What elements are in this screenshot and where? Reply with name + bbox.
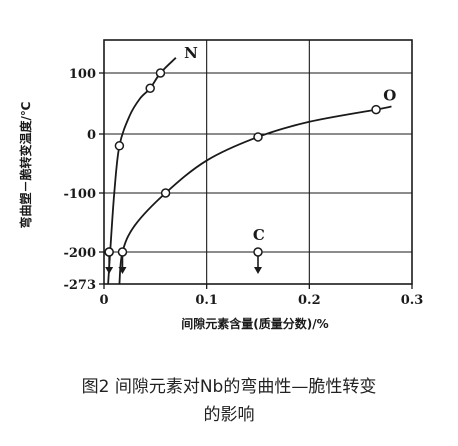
- arrow-head: [105, 267, 114, 274]
- series-labels: N O C: [184, 44, 396, 244]
- series-line-N: [107, 57, 177, 285]
- data-point-N: [114, 141, 125, 151]
- y-tick-label: 0: [87, 128, 96, 143]
- series-line-O: [118, 105, 392, 285]
- x-tick-label: 0.1: [195, 293, 218, 308]
- data-point-O: [117, 247, 128, 257]
- figure-caption-line1: 图2 间隙元素对Nb的弯曲性—脆性转变: [81, 377, 377, 397]
- x-tick-label: 0: [99, 293, 108, 308]
- figure-caption-line2: 的影响: [203, 405, 255, 425]
- y-tick-label: -100: [63, 187, 96, 202]
- data-point-O: [104, 247, 114, 257]
- data-point-N: [145, 83, 155, 93]
- series-label-N: N: [184, 44, 198, 62]
- arrows: [105, 256, 262, 274]
- series-label-C: C: [253, 226, 265, 244]
- data-point-O: [160, 188, 171, 198]
- data-point-C: [253, 247, 263, 257]
- x-tick-label: 0.2: [298, 293, 321, 308]
- data-point-N: [155, 68, 166, 78]
- x-tick-label: 0.3: [401, 293, 424, 308]
- y-tick-label: 100: [69, 67, 96, 82]
- data-point-O: [371, 104, 381, 115]
- arrow-head: [118, 267, 127, 274]
- y-axis-label: 弯曲塑－脆转变温度/℃: [18, 102, 33, 229]
- data-points: [104, 68, 381, 257]
- y-tick-label: -200: [63, 246, 96, 261]
- grid: [104, 40, 412, 284]
- arrow-head: [254, 267, 262, 274]
- y-tick-label: -273: [63, 278, 96, 293]
- series-label-O: O: [383, 86, 396, 104]
- data-point-O: [253, 132, 263, 142]
- x-axis-label: 间隙元素含量(质量分数)/%: [181, 316, 328, 331]
- curves: [107, 57, 392, 285]
- plot-frame: [103, 39, 413, 285]
